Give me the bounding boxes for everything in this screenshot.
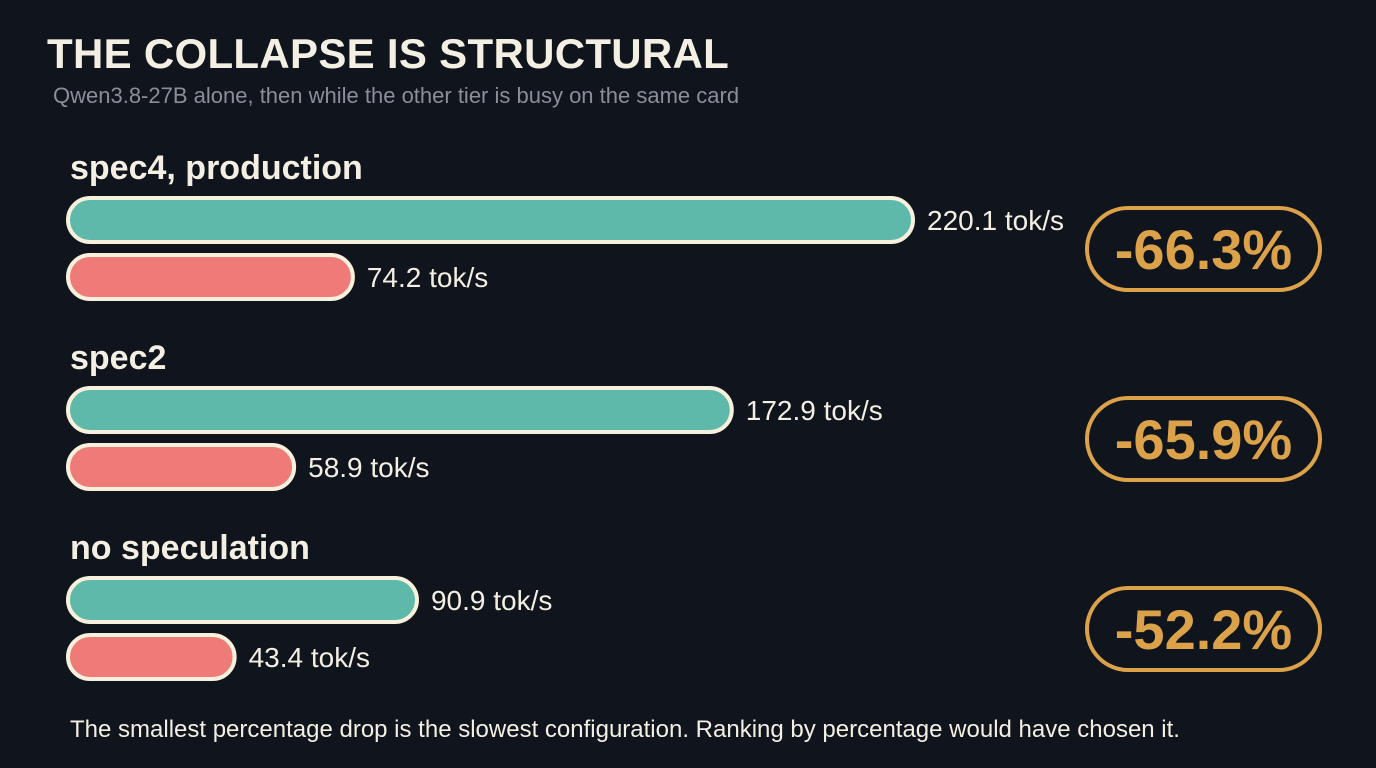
- value-label: 90.9 tok/s: [431, 585, 552, 616]
- chart-subtitle: Qwen3.8-27B alone, then while the other …: [53, 83, 740, 108]
- value-label: 220.1 tok/s: [927, 205, 1064, 236]
- chart-footnote: The smallest percentage drop is the slow…: [70, 716, 1180, 743]
- drop-badge: [1085, 206, 1322, 292]
- category-label: spec4, production: [70, 149, 363, 187]
- bar-alone: [66, 386, 734, 434]
- drop-badge: [1085, 586, 1322, 672]
- bar-group: spec2 172.9 tok/s 58.9 tok/s -65.9%: [66, 339, 1322, 491]
- drop-percentage: -65.9%: [1115, 408, 1292, 471]
- chart-title: THE COLLAPSE IS STRUCTURAL: [47, 30, 730, 77]
- bar-group: no speculation 90.9 tok/s 43.4 tok/s -52.2%: [66, 529, 1322, 681]
- value-label: 172.9 tok/s: [746, 395, 883, 426]
- bar-busy: [66, 253, 355, 301]
- drop-percentage: -66.3%: [1115, 218, 1292, 281]
- drop-percentage: -52.2%: [1115, 598, 1292, 661]
- drop-badge: [1085, 396, 1322, 482]
- value-label: 58.9 tok/s: [308, 452, 429, 483]
- value-label: 43.4 tok/s: [249, 642, 370, 673]
- value-label: 74.2 tok/s: [367, 262, 488, 293]
- bar-busy: [66, 633, 237, 681]
- bar-alone: [66, 196, 915, 244]
- category-label: spec2: [70, 339, 166, 377]
- category-label: no speculation: [70, 529, 310, 567]
- bar-alone: [66, 576, 419, 624]
- bar-group: spec4, production 220.1 tok/s 74.2 tok/s -6…: [66, 149, 1322, 301]
- bar-busy: [66, 443, 297, 491]
